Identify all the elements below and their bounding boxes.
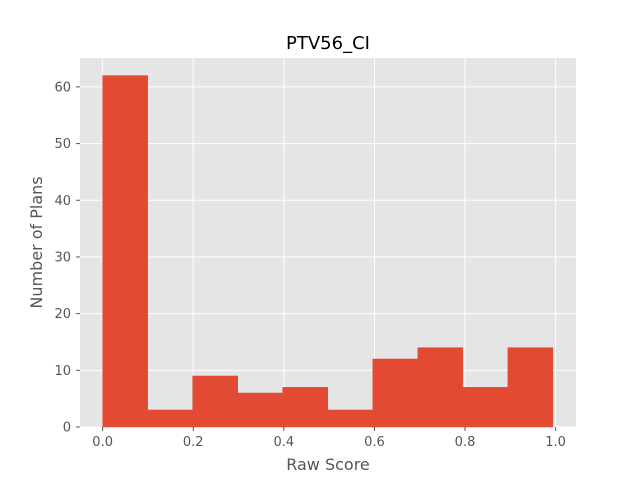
x-tick-label: 1.0 [545,435,566,450]
histogram-bar [372,358,419,428]
grid-lines [80,58,576,428]
x-tick-label: 0.4 [273,435,294,450]
y-tick-label: 40 [54,194,71,209]
histogram-bar [462,387,509,428]
histogram-bar [147,409,193,428]
histogram-bar [417,347,464,428]
x-tick-label: 0.8 [455,435,476,450]
y-tick-label: 10 [54,364,71,379]
y-tick-label: 60 [54,80,71,95]
histogram-bar [192,375,238,428]
x-tick-label: 0.2 [183,435,204,450]
histogram-bar [282,387,329,428]
histogram-bar [507,347,554,428]
x-axis-label: Raw Score [286,455,370,474]
histogram-bars [102,75,554,428]
y-tick-label: 50 [54,137,71,152]
histogram-bar [102,75,148,428]
x-tick-label: 0.6 [364,435,385,450]
y-tick-label: 30 [54,250,71,265]
histogram-bar [237,392,283,428]
histogram-bar [327,409,374,428]
axis-ticks: 0.0 0.2 0.4 0.6 0.8 1.0 0 10 20 30 40 50 60 [54,80,566,450]
plot-area [80,58,576,427]
y-tick-label: 0 [63,421,71,436]
y-axis-label: Number of Plans [27,176,46,308]
chart-title: PTV56_CI [286,33,370,54]
x-tick-label: 0.0 [92,435,113,450]
y-tick-label: 20 [54,307,71,322]
